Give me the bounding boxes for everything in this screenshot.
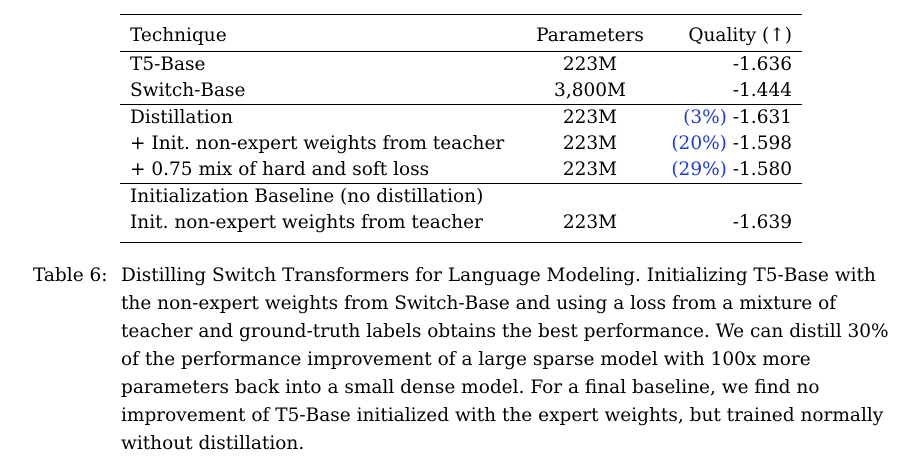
cell-quality: -1.636 [660, 52, 802, 79]
table-row: T5-Base 223M -1.636 [120, 51, 802, 79]
table-row: Switch-Base 3,800M -1.444 [120, 78, 802, 105]
cell-technique: Initialization Baseline (no distillation… [130, 186, 484, 207]
results-table-container: Technique Parameters Quality (↑) T5-Base… [120, 14, 802, 243]
cell-quality-value: -1.444 [732, 80, 792, 101]
cell-quality-value: -1.636 [732, 54, 792, 75]
caption-label: Table 6: [33, 265, 108, 286]
cell-parameters: 223M [562, 54, 618, 75]
cell-quality-value: -1.580 [726, 159, 792, 180]
cell-parameters: 3,800M [554, 80, 626, 101]
cell-technique: Switch-Base [130, 80, 246, 101]
table-row: + Init. non-expert weights from teacher … [120, 131, 802, 157]
cell-quality [660, 184, 802, 211]
table-caption: Table 6: Distilling Switch Transformers … [33, 262, 893, 458]
cell-parameters: 223M [562, 107, 618, 128]
cell-technique: Distillation [130, 107, 233, 128]
cell-parameters [520, 184, 660, 211]
cell-quality-value: -1.639 [732, 212, 792, 233]
caption-text: Distilling Switch Transformers for Langu… [121, 265, 889, 454]
cell-quality: (20%) -1.598 [660, 131, 802, 157]
table-header-row: Technique Parameters Quality (↑) [120, 14, 802, 52]
cell-quality: -1.444 [660, 78, 802, 105]
cell-quality: (3%) -1.631 [660, 105, 802, 132]
cell-technique: Init. non-expert weights from teacher [130, 212, 483, 233]
header-parameters: Parameters [536, 25, 644, 46]
cell-quality: -1.639 [660, 210, 802, 243]
table-row: Distillation 223M (3%) -1.631 [120, 104, 802, 132]
cell-technique: + 0.75 mix of hard and soft loss [130, 159, 430, 180]
table-row: + 0.75 mix of hard and soft loss 223M (2… [120, 157, 802, 184]
cell-quality-value: -1.598 [726, 133, 792, 154]
cell-quality-value: -1.631 [726, 107, 792, 128]
results-table: Technique Parameters Quality (↑) T5-Base… [120, 14, 802, 243]
table-row: Initialization Baseline (no distillation… [120, 183, 802, 211]
cell-quality: (29%) -1.580 [660, 157, 802, 184]
cell-parameters: 223M [562, 159, 618, 180]
cell-improvement-pct: (20%) [671, 133, 727, 154]
cell-improvement-pct: (3%) [683, 107, 727, 128]
header-quality: Quality (↑) [688, 25, 792, 46]
cell-technique: + Init. non-expert weights from teacher [130, 133, 505, 154]
cell-technique: T5-Base [130, 54, 206, 75]
cell-parameters: 223M [562, 133, 618, 154]
cell-parameters: 223M [562, 212, 618, 233]
cell-improvement-pct: (29%) [671, 159, 727, 180]
header-technique: Technique [130, 25, 227, 46]
table-row: Init. non-expert weights from teacher 22… [120, 210, 802, 243]
